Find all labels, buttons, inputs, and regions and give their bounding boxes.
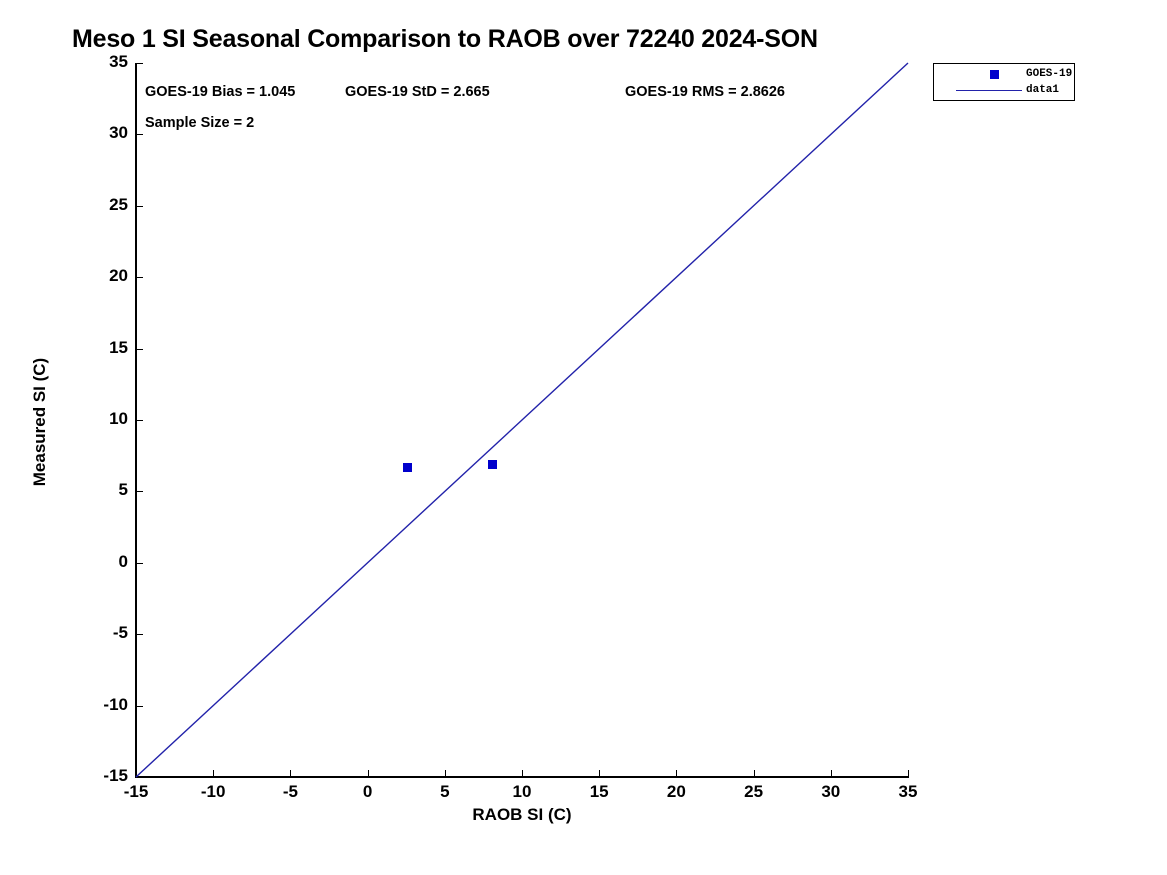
x-tick [908,770,909,777]
y-tick-label: 25 [109,194,128,214]
x-axis-line [135,776,909,778]
y-tick-label: 15 [109,337,128,357]
x-axis-label: RAOB SI (C) [472,805,572,824]
x-tick-label: 15 [589,782,609,801]
y-tick-label: 10 [109,409,128,428]
y-tick-label: -10 [103,694,128,714]
plot-area [135,62,909,778]
data-canvas [135,62,909,778]
y-tick-label: -5 [112,623,128,643]
x-tick [522,770,523,777]
x-tick [290,770,292,777]
y-tick [136,705,143,707]
y-tick-label: 20 [109,266,128,286]
x-tick [367,770,369,777]
y-tick [136,63,143,64]
x-tick-label: 0 [362,782,373,801]
x-tick [213,770,215,777]
y-tick [136,420,143,421]
legend-label-data1: data1 [1026,84,1060,96]
legend-label-goes19: GOES-19 [1026,68,1073,80]
stat-bias-annotation: GOES-19 Bias = 1.045 [145,84,296,100]
legend-line-data1 [956,90,1022,91]
chart-title: Meso 1 SI Seasonal Comparison to RAOB ov… [72,25,818,53]
x-tick-label: 10 [512,782,532,801]
x-tick [676,770,678,777]
x-tick [444,770,446,777]
x-tick [830,770,832,777]
x-tick [599,770,601,777]
x-tick [136,770,137,777]
x-tick-label: 5 [440,782,450,801]
x-tick [753,770,755,777]
y-tick [136,562,143,564]
x-tick-label: 20 [666,782,686,801]
data-point-marker [488,459,498,469]
stat-std-annotation: GOES-19 StD = 2.665 [345,84,490,100]
y-tick [136,348,143,350]
x-tick-label: -15 [123,782,149,801]
y-tick [136,491,143,493]
x-tick-label: 35 [898,782,918,801]
y-tick [136,277,143,279]
y-tick-label: 0 [118,551,128,571]
x-tick-label: 30 [821,782,841,801]
data-point-marker [403,463,413,473]
stat-sample-size-annotation: Sample Size = 2 [145,115,255,131]
y-tick [136,777,143,778]
one-to-one-reference-line [135,62,909,778]
x-tick-label: -5 [282,782,298,801]
y-tick-label: 35 [109,52,128,71]
y-tick [136,134,143,136]
stat-rms-annotation: GOES-19 RMS = 2.8626 [625,84,785,100]
legend-marker-goes19 [990,70,999,79]
y-tick [136,205,143,207]
y-tick-label: -15 [103,766,128,785]
x-tick-label: -10 [200,782,226,801]
y-tick-label: 5 [118,480,128,500]
y-tick-label: 30 [109,123,128,143]
y-axis-label: Measured SI (C) [30,357,49,487]
y-tick [136,634,143,636]
chart-legend: GOES-19 data1 [933,63,1075,101]
x-tick-label: 25 [744,782,764,801]
